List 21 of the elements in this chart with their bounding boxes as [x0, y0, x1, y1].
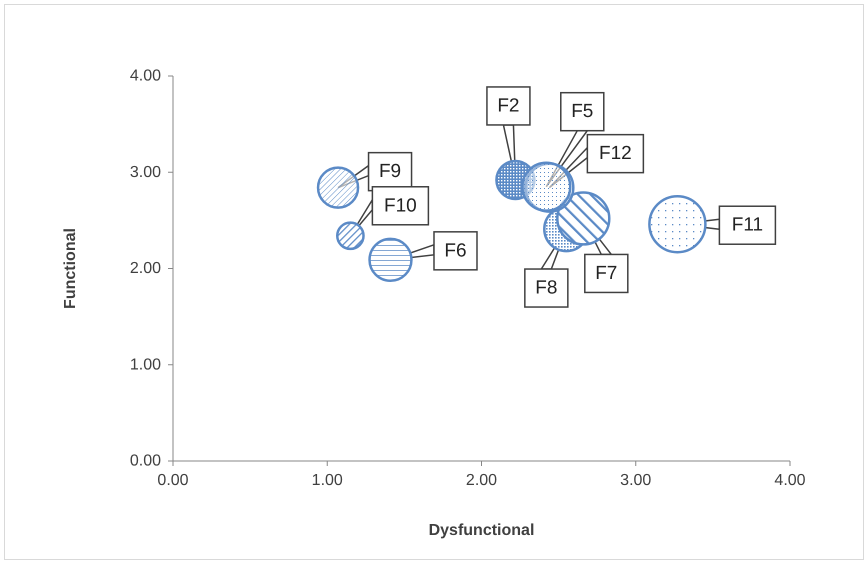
series-label: F8 [535, 278, 558, 299]
x-tick-label: 2.00 [466, 472, 498, 489]
series-label: F11 [732, 214, 764, 236]
x-tick-label: 3.00 [620, 472, 652, 489]
x-tick-label: 4.00 [774, 472, 806, 489]
text: F2 [497, 95, 520, 116]
x-tick-label: 0.00 [157, 472, 189, 489]
y-axis-title: Functional [62, 228, 79, 309]
x-tick-label: 1.00 [312, 472, 343, 489]
series-label: F12 [598, 143, 632, 164]
x-axis-title: Dysfunctional [428, 522, 534, 539]
series-label: F9 [378, 161, 402, 182]
series-label: F7 [595, 262, 618, 284]
y-tick-label: 3.00 [130, 164, 162, 181]
y-tick-label: 4.00 [130, 68, 162, 84]
series-label: F10 [384, 195, 417, 216]
series-label: F6 [444, 240, 467, 262]
y-tick-label: 1.00 [130, 356, 162, 374]
text: F5 [571, 101, 594, 122]
y-tick-label: 2.00 [130, 260, 162, 277]
y-tick-label: 0.00 [130, 452, 162, 470]
